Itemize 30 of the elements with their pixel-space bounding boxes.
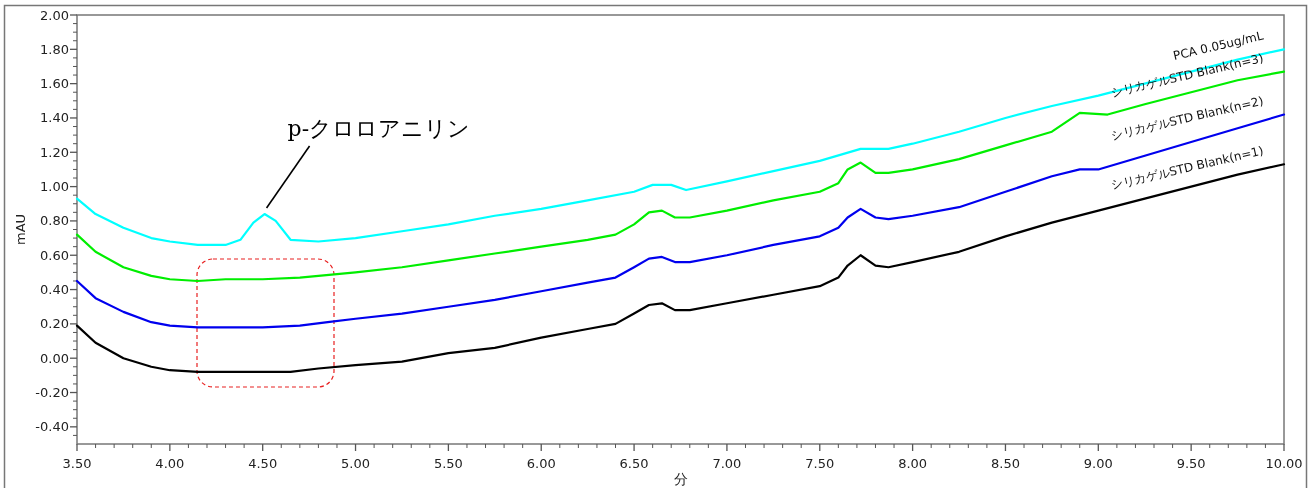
y-tick-label: 0.60: [40, 247, 69, 263]
y-tick-label: 0.00: [40, 350, 69, 366]
x-tick-label: 3.50: [62, 456, 92, 471]
x-tick-label: 6.00: [526, 456, 556, 471]
x-tick-label: 7.00: [712, 456, 742, 471]
y-tick-label: 0.20: [40, 316, 69, 332]
x-axis-title: 分: [673, 471, 688, 487]
x-tick-label: 7.50: [805, 456, 835, 471]
y-tick-label: 1.00: [40, 179, 69, 195]
x-tick-label: 4.50: [248, 456, 278, 471]
y-tick-label: 0.40: [40, 282, 69, 298]
y-tick-label: -0.40: [35, 419, 69, 435]
y-tick-label: 0.80: [40, 213, 69, 229]
y-tick-label: -0.20: [35, 385, 69, 401]
x-tick-label: 9.00: [1083, 456, 1113, 471]
annotation: p-クロロアニリン: [287, 116, 471, 142]
y-tick-label: 2.00: [40, 7, 69, 23]
y-tick-label: 1.40: [40, 110, 69, 126]
x-tick-label: 6.50: [619, 456, 649, 471]
x-tick-label: 5.50: [433, 456, 463, 471]
x-tick-label: 8.50: [990, 456, 1020, 471]
y-tick-label: 1.20: [40, 144, 69, 160]
x-tick-label: 10.00: [1265, 456, 1303, 471]
y-tick-label: 1.60: [40, 76, 69, 92]
x-tick-label: 8.00: [898, 456, 928, 471]
y-axis-title: mAU: [13, 213, 28, 246]
x-tick-label: 5.00: [341, 456, 371, 471]
x-tick-label: 4.00: [155, 456, 185, 471]
y-tick-label: 1.80: [40, 41, 69, 57]
x-tick-label: 9.50: [1176, 456, 1206, 471]
